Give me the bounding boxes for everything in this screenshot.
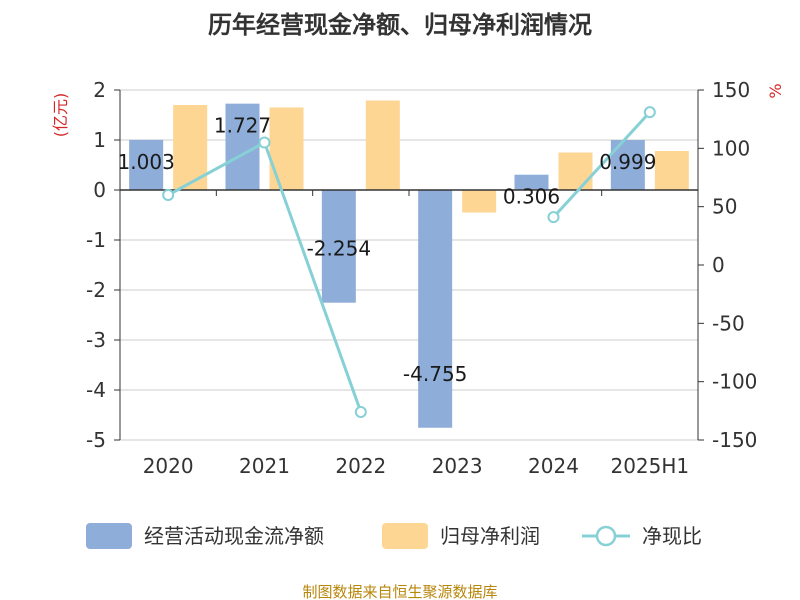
category-label: 2021 — [239, 454, 290, 478]
right-tick-label: -100 — [712, 370, 757, 394]
cashflow-data-label: 0.306 — [503, 185, 560, 209]
ratio-line-segment — [552, 111, 651, 219]
legend-swatch-ratio-marker — [595, 525, 617, 547]
legend-swatch-cashflow — [86, 523, 132, 549]
line-series — [162, 106, 656, 418]
bar-profit — [365, 100, 400, 190]
left-tick-label: -3 — [86, 328, 106, 352]
legend: 经营活动现金流净额 归母净利润 净现比 — [86, 523, 702, 549]
category-label: 2023 — [432, 454, 483, 478]
left-tick-label: -5 — [86, 428, 106, 452]
category-label: 2022 — [335, 454, 386, 478]
cashflow-data-label: -2.254 — [307, 237, 371, 261]
ratio-point — [643, 106, 656, 119]
grid-lines — [120, 89, 698, 441]
bar-cashflow — [418, 190, 453, 428]
right-axis-unit: % — [766, 83, 785, 98]
ratio-point — [258, 136, 271, 149]
ratio-point — [162, 189, 175, 201]
bar-cashflow — [129, 139, 164, 190]
left-tick-label: -1 — [86, 228, 106, 252]
category-label: 2020 — [143, 454, 194, 478]
axes — [114, 89, 704, 441]
left-axis-unit: (亿元) — [51, 93, 70, 138]
category-label: 2024 — [528, 454, 579, 478]
bar-cashflow — [514, 174, 549, 190]
legend-label-ratio: 净现比 — [642, 524, 702, 548]
source-note: 制图数据来自恒生聚源数据库 — [302, 583, 497, 600]
data-labels: 1.003 1.727 -2.254 -4.755 0.306 0.999 — [118, 114, 657, 386]
left-tick-label: 1 — [93, 128, 106, 152]
cashflow-data-label: 0.999 — [599, 150, 656, 174]
bar-profit — [654, 151, 689, 190]
bar-profit — [269, 107, 304, 190]
right-tick-label: -50 — [712, 311, 745, 335]
right-tick-label: 150 — [712, 78, 750, 102]
right-tick-label: -150 — [712, 428, 757, 452]
left-tick-label: -4 — [86, 378, 106, 402]
right-tick-label: 50 — [712, 195, 737, 219]
right-tick-label: 0 — [712, 253, 725, 277]
left-tick-label: 0 — [93, 178, 106, 202]
chart-title: 历年经营现金净额、归母净利润情况 — [208, 11, 592, 39]
category-label: 2025H1 — [610, 454, 689, 478]
cashflow-data-label: -4.755 — [403, 362, 467, 386]
right-tick-label: 100 — [712, 136, 750, 160]
left-tick-label: -2 — [86, 278, 106, 302]
ratio-point — [547, 211, 560, 224]
bar-cashflow — [321, 190, 356, 303]
legend-label-cashflow: 经营活动现金流净额 — [144, 524, 324, 548]
ratio-point — [354, 406, 367, 418]
bar-profit — [558, 152, 593, 190]
bar-profit — [462, 190, 497, 213]
cashflow-data-label: 1.727 — [214, 114, 271, 138]
cashflow-data-label: 1.003 — [118, 150, 175, 174]
legend-label-profit: 归母净利润 — [440, 524, 540, 548]
tick-labels: 2 1 0 -1 -2 -3 -4 -5 150 100 50 0 -50 -100 -150 2020 202… — [86, 78, 757, 478]
left-tick-label: 2 — [93, 78, 106, 102]
legend-swatch-profit — [382, 523, 428, 549]
